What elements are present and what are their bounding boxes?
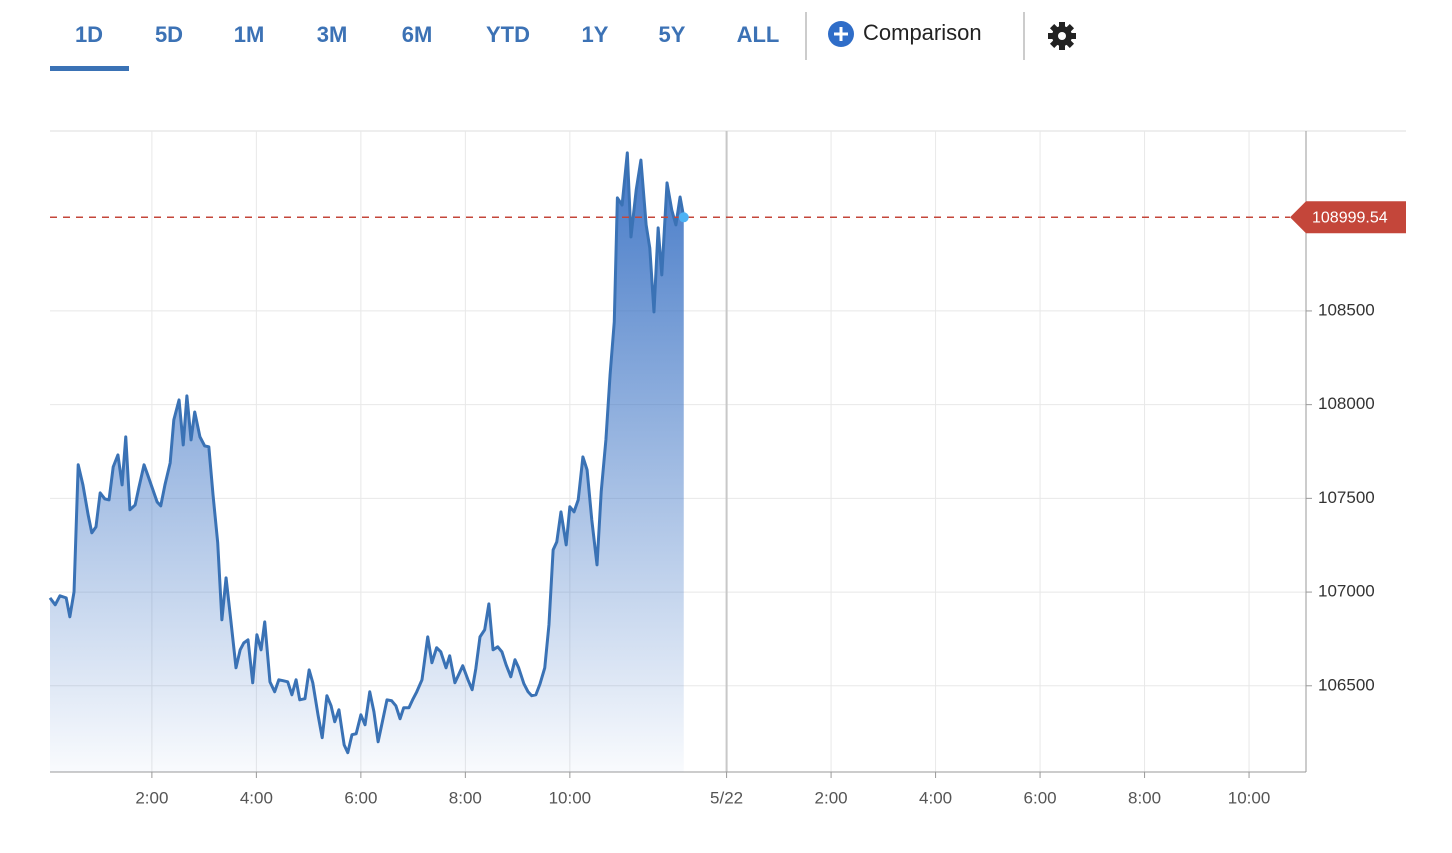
- toolbar: 1D 5D 1M 3M 6M YTD 1Y 5Y ALL: [50, 22, 779, 71]
- y-tick-label: 106500: [1318, 675, 1375, 694]
- comparison-label[interactable]: Comparison: [863, 20, 982, 45]
- gear-hole: [1058, 32, 1066, 40]
- range-tab[interactable]: 3M: [317, 22, 348, 47]
- x-tick-label: 4:00: [240, 788, 273, 807]
- y-tick-label: 108500: [1318, 300, 1375, 319]
- active-underline: [50, 66, 129, 71]
- x-tick-label: 8:00: [449, 788, 482, 807]
- range-tab[interactable]: 6M: [402, 22, 433, 47]
- x-tick-label: 5/22: [710, 788, 743, 807]
- x-tick-label: 2:00: [815, 788, 848, 807]
- range-tab[interactable]: YTD: [486, 22, 530, 47]
- x-tick-label: 10:00: [549, 788, 592, 807]
- gear-teeth: [1049, 23, 1075, 49]
- last-point: [678, 212, 689, 223]
- range-tab[interactable]: ALL: [737, 22, 780, 47]
- x-tick-label: 8:00: [1128, 788, 1161, 807]
- plot: 106500 107000 107500 108000 108500 2:00 4:00 6:…: [48, 130, 1406, 807]
- area-fill: [50, 152, 684, 772]
- range-tab[interactable]: 1Y: [582, 22, 609, 47]
- settings-button[interactable]: [1042, 16, 1082, 56]
- y-tick-label: 107500: [1318, 488, 1375, 507]
- range-tab[interactable]: 5Y: [659, 22, 686, 47]
- y-tick-label: 108000: [1318, 394, 1375, 413]
- plus-sign: [834, 27, 848, 41]
- x-tick-label: 2:00: [135, 788, 168, 807]
- gear-teeth: [1048, 22, 1076, 50]
- x-tick-label: 10:00: [1228, 788, 1271, 807]
- range-tab[interactable]: 1M: [234, 22, 265, 47]
- x-tick-label: 4:00: [919, 788, 952, 807]
- price-label: 108999.54: [1312, 210, 1388, 227]
- price-label-box: [1290, 201, 1406, 234]
- x-tick-label: 6:00: [344, 788, 377, 807]
- price-line: [48, 151, 686, 755]
- comparison-button[interactable]: Comparison: [828, 20, 982, 47]
- range-tab[interactable]: 1D: [75, 22, 103, 47]
- y-tick-label: 107000: [1318, 582, 1375, 601]
- range-tab[interactable]: 5D: [155, 22, 183, 47]
- x-tick-label: 6:00: [1024, 788, 1057, 807]
